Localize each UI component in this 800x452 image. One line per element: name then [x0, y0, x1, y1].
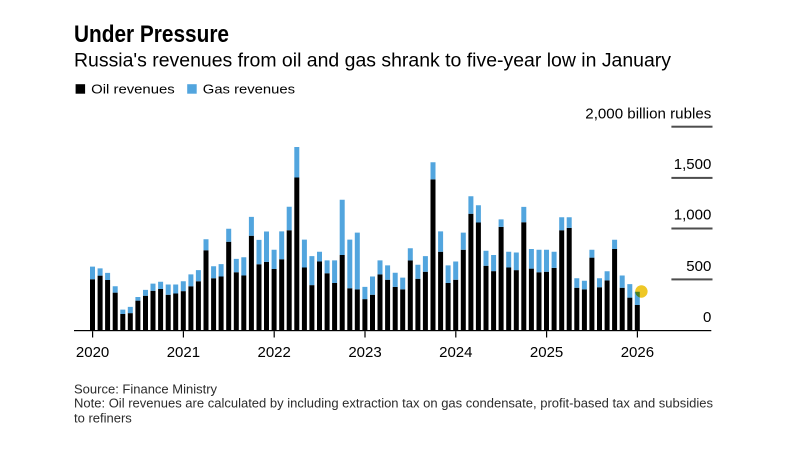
- svg-text:500: 500: [686, 258, 711, 275]
- svg-text:Gas revenues: Gas revenues: [203, 82, 296, 97]
- svg-text:2020: 2020: [76, 344, 109, 361]
- svg-text:2026: 2026: [621, 344, 654, 361]
- svg-text:0: 0: [703, 309, 711, 326]
- svg-text:2021: 2021: [167, 344, 200, 361]
- svg-text:2024: 2024: [439, 344, 472, 361]
- svg-text:Oil revenues: Oil revenues: [91, 82, 175, 97]
- svg-text:Russia's revenues from oil and: Russia's revenues from oil and gas shran…: [74, 51, 672, 72]
- svg-text:Under Pressure: Under Pressure: [74, 21, 229, 48]
- svg-text:Source: Finance Ministry: Source: Finance Ministry: [74, 382, 218, 397]
- svg-text:1,000: 1,000: [674, 207, 712, 224]
- svg-text:2025: 2025: [530, 344, 563, 361]
- svg-text:Note: Oil revenues are calcula: Note: Oil revenues are calculated by inc…: [74, 396, 713, 411]
- svg-text:2,000 billion rubles: 2,000 billion rubles: [585, 105, 711, 122]
- svg-text:1,500: 1,500: [674, 156, 712, 173]
- svg-text:2023: 2023: [348, 344, 381, 361]
- svg-text:2022: 2022: [258, 344, 291, 361]
- svg-text:to refiners: to refiners: [74, 411, 132, 426]
